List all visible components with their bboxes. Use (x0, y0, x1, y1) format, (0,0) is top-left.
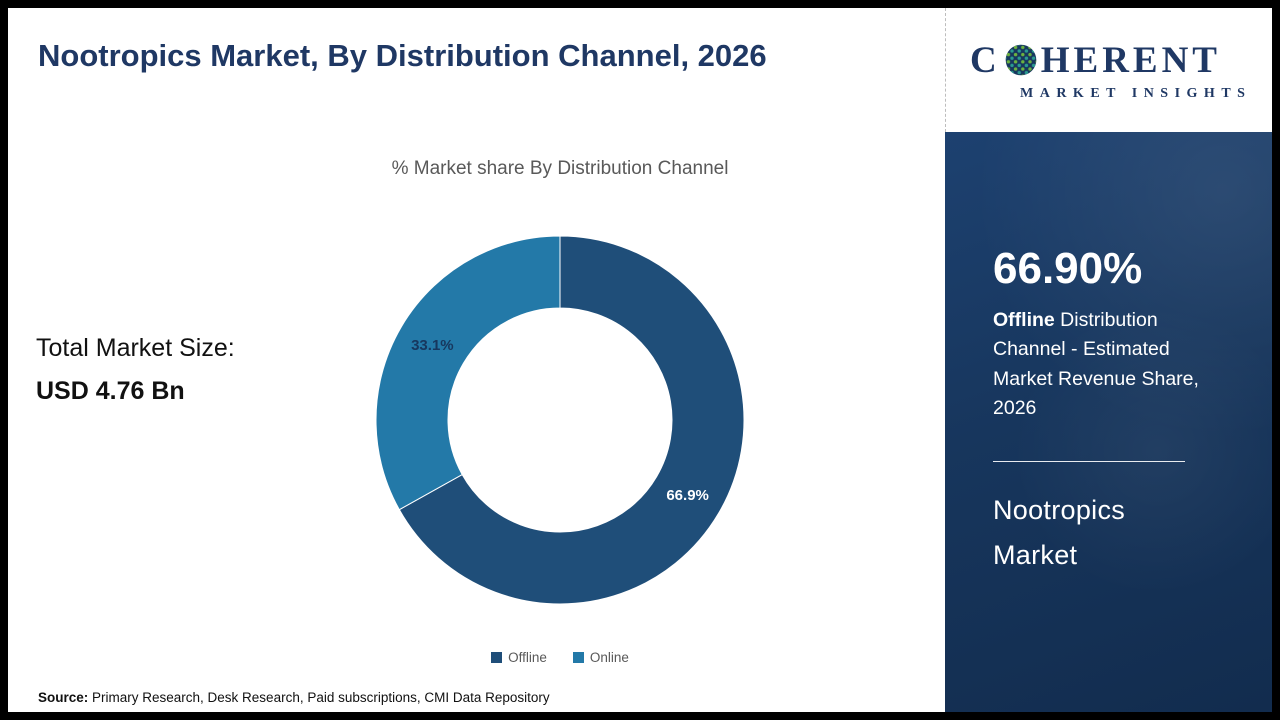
stat-description: Offline Distribution Channel - Estimated… (993, 306, 1228, 423)
donut-chart: 66.9% 33.1% (375, 235, 745, 605)
market-name-line1: Nootropics (993, 495, 1126, 525)
logo-text-c: C (970, 39, 1001, 81)
legend-label-offline: Offline (508, 650, 547, 665)
donut-slice-offline (398, 235, 745, 605)
donut-slice-online (375, 235, 561, 511)
total-market-size-label: Total Market Size: (36, 334, 235, 362)
logo-subtitle: MARKET INSIGHTS (1020, 85, 1252, 101)
total-market-size-value: USD 4.76 Bn (36, 377, 185, 405)
sidebar: C HERENT MARKET INSIGHTS 66.90% (945, 8, 1272, 712)
brand-logo-row: C HERENT (970, 39, 1272, 82)
legend-item-offline: Offline (491, 650, 547, 665)
stat-value: 66.90% (993, 244, 1143, 293)
total-market-size-block: Total Market Size: USD 4.76 Bn (36, 334, 235, 406)
divider-line (993, 461, 1185, 462)
slice-label-online: 33.1% (411, 337, 454, 354)
slice-label-offline: 66.9% (666, 487, 709, 504)
stat-description-rest: Distribution Channel - Estimated Market … (993, 309, 1199, 419)
donut-chart-block: % Market share By Distribution Channel 6… (350, 158, 770, 665)
legend-swatch-offline (491, 652, 503, 663)
chart-legend: Offline Online (350, 650, 770, 665)
legend-item-online: Online (572, 650, 629, 665)
brand-logo: C HERENT MARKET INSIGHTS (945, 8, 1272, 132)
source-text: Primary Research, Desk Research, Paid su… (88, 690, 550, 705)
legend-label-online: Online (589, 650, 629, 665)
stat-description-bold: Offline (993, 309, 1055, 331)
source-label: Source: (38, 690, 89, 705)
main-panel: Nootropics Market, By Distribution Chann… (8, 8, 945, 712)
market-name-line2: Market (993, 539, 1078, 570)
page-title: Nootropics Market, By Distribution Chann… (38, 38, 767, 73)
sidebar-stat-panel: 66.90% Offline Distribution Channel - Es… (945, 132, 1272, 712)
market-name: Nootropics Market (993, 488, 1228, 577)
logo-text-herent: HERENT (1040, 39, 1221, 81)
legend-swatch-online (572, 652, 584, 663)
globe-icon (1005, 44, 1037, 76)
chart-title: % Market share By Distribution Channel (391, 158, 729, 179)
source-line: Source: Primary Research, Desk Research,… (38, 690, 550, 705)
